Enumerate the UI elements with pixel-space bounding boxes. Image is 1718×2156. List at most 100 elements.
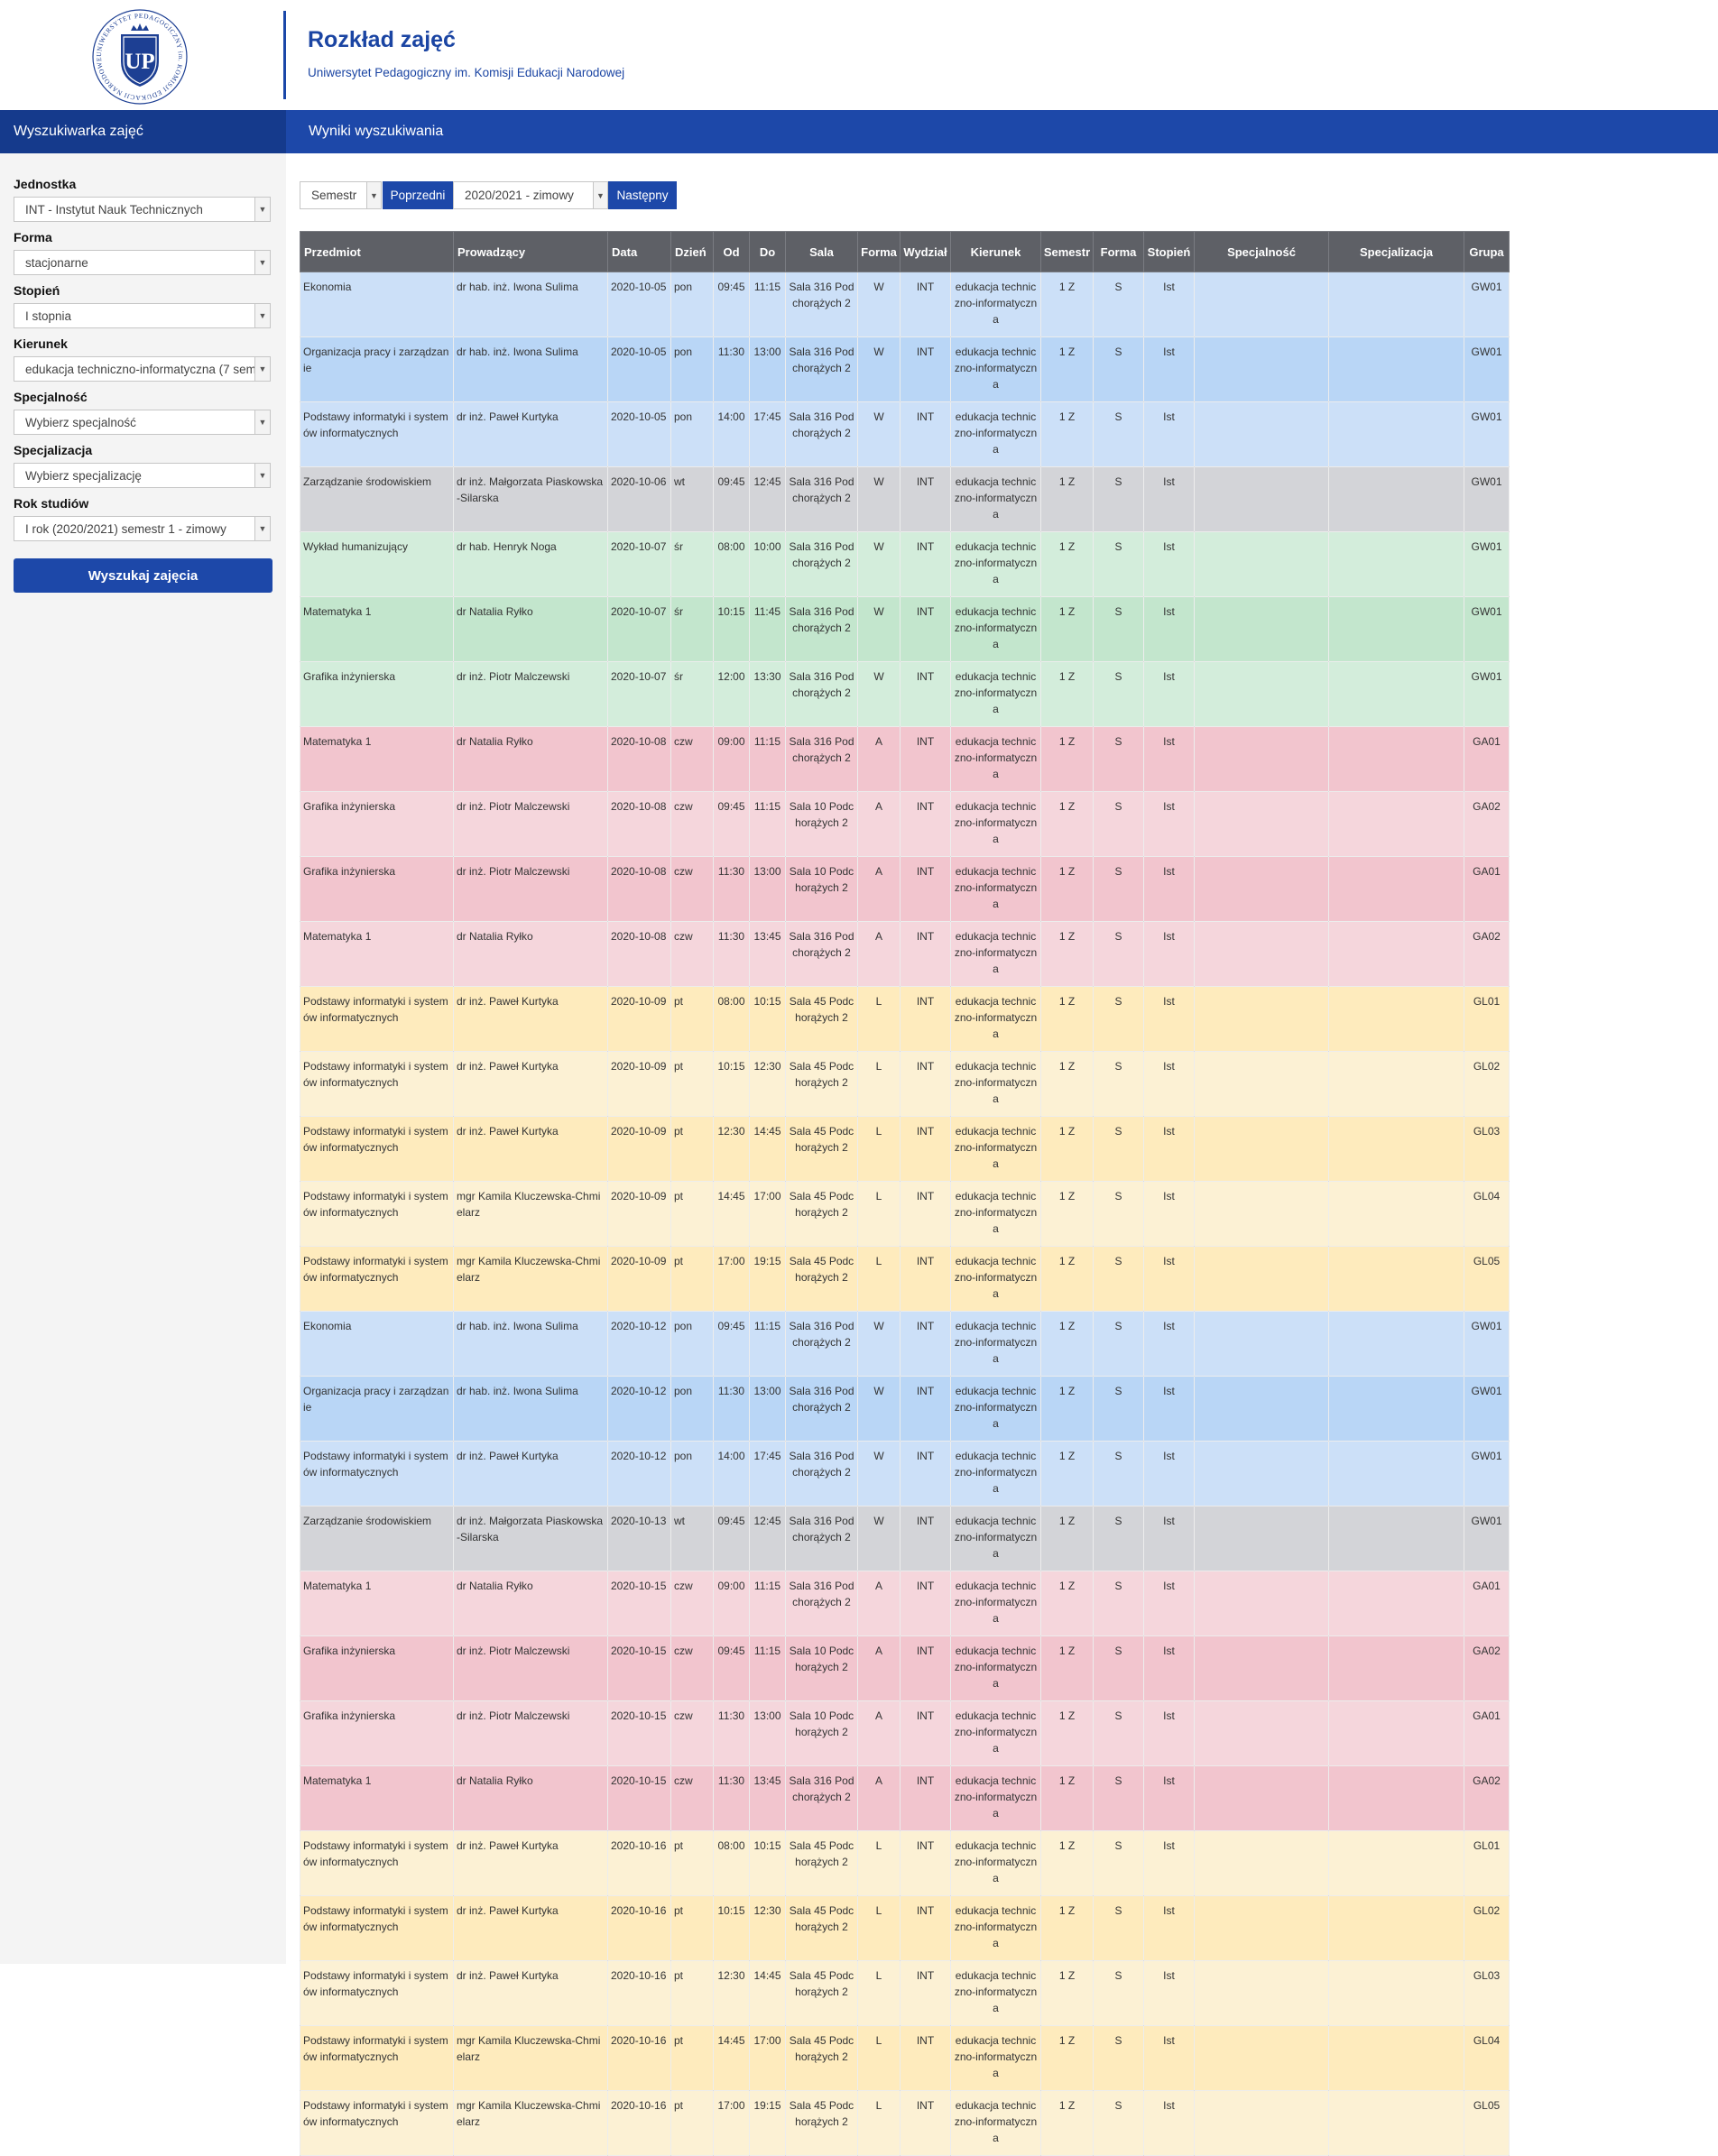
select-rok-studiow[interactable]: I rok (2020/2021) semestr 1 - zimowy ▼: [14, 516, 271, 541]
table-cell: L: [857, 1116, 901, 1182]
next-button[interactable]: Następny: [608, 181, 677, 209]
table-cell: [1328, 1181, 1464, 1247]
table-row: Zarządzanie środowiskiem dr inż. Małgorza…: [300, 1506, 1510, 1571]
table-cell: 1 Z: [1040, 1571, 1094, 1636]
table-cell: S: [1093, 791, 1144, 857]
table-cell: Ist: [1143, 272, 1195, 337]
table-cell: Ist: [1143, 336, 1195, 402]
table-cell: 09:45: [713, 272, 750, 337]
table-cell: [1328, 272, 1464, 337]
period-type-value: Semestr: [311, 189, 357, 202]
period-value: 2020/2021 - zimowy: [465, 189, 574, 202]
table-cell: [1328, 1635, 1464, 1701]
table-cell: 09:45: [713, 1506, 750, 1571]
table-cell: [1328, 921, 1464, 987]
table-cell: 1 Z: [1040, 272, 1094, 337]
table-cell: 2020-10-09: [607, 1181, 671, 1247]
table-cell: GW01: [1464, 1311, 1510, 1377]
table-cell: 11:15: [749, 791, 786, 857]
table-cell: GA01: [1464, 1571, 1510, 1636]
table-cell: INT: [900, 1895, 951, 1961]
table-cell: edukacja techniczno-informatyczna: [950, 531, 1041, 597]
table-row: Matematyka 1 dr Natalia Ryłko 2020-10-08 cz…: [300, 921, 1510, 987]
table-cell: [1194, 1895, 1329, 1961]
table-cell: 09:45: [713, 1311, 750, 1377]
table-cell: 13:00: [749, 856, 786, 922]
table-header-row: Przedmiot Prowadzący Data Dzień Od Do Sa…: [300, 231, 1510, 272]
previous-button[interactable]: Poprzedni: [383, 181, 453, 209]
table-cell: 1 Z: [1040, 1635, 1094, 1701]
chevron-down-icon: ▼: [254, 410, 270, 434]
table-cell: Ist: [1143, 1765, 1195, 1831]
table-cell: 1 Z: [1040, 2090, 1094, 2156]
select-specjalizacja[interactable]: Wybierz specjalizację ▼: [14, 463, 271, 488]
table-cell: edukacja techniczno-informatyczna: [950, 336, 1041, 402]
table-cell: W: [857, 272, 901, 337]
table-cell: 2020-10-16: [607, 1960, 671, 2026]
table-cell: S: [1093, 1246, 1144, 1312]
navbar-section-search: Wyszukiwarka zajęć: [0, 110, 286, 153]
table-cell: A: [857, 1765, 901, 1831]
label-kierunek: Kierunek: [14, 336, 68, 351]
table-cell: S: [1093, 466, 1144, 532]
select-kierunek[interactable]: edukacja techniczno-informatyczna (7 sem…: [14, 356, 271, 382]
select-stopien[interactable]: I stopnia ▼: [14, 303, 271, 328]
table-cell: Matematyka 1: [300, 921, 454, 987]
table-cell: S: [1093, 1700, 1144, 1766]
table-cell: śr: [670, 596, 714, 662]
table-cell: 1 Z: [1040, 856, 1094, 922]
table-cell: 17:00: [713, 2090, 750, 2156]
table-cell: 11:30: [713, 856, 750, 922]
table-cell: Ekonomia: [300, 1311, 454, 1377]
table-cell: edukacja techniczno-informatyczna: [950, 1895, 1041, 1961]
chevron-down-icon: ▼: [254, 304, 270, 327]
table-cell: L: [857, 2090, 901, 2156]
table-cell: GL03: [1464, 1960, 1510, 2026]
table-cell: czw: [670, 726, 714, 792]
table-cell: INT: [900, 1830, 951, 1896]
col-header: Stopień: [1143, 231, 1195, 272]
table-cell: 19:15: [749, 2090, 786, 2156]
search-classes-button[interactable]: Wyszukaj zajęcia: [14, 558, 272, 593]
table-cell: 13:30: [749, 661, 786, 727]
table-cell: L: [857, 1830, 901, 1896]
table-cell: [1194, 1311, 1329, 1377]
table-cell: Ist: [1143, 856, 1195, 922]
table-cell: [1194, 726, 1329, 792]
table-cell: edukacja techniczno-informatyczna: [950, 1700, 1041, 1766]
table-cell: 2020-10-06: [607, 466, 671, 532]
col-header: Specjalizacja: [1328, 231, 1464, 272]
table-cell: 2020-10-12: [607, 1441, 671, 1506]
table-cell: [1194, 531, 1329, 597]
select-specjalnosc-value: Wybierz specjalność: [25, 416, 136, 429]
table-cell: S: [1093, 596, 1144, 662]
table-row: Ekonomia dr hab. inż. Iwona Sulima 2020-10…: [300, 1311, 1510, 1377]
table-cell: 1 Z: [1040, 1506, 1094, 1571]
table-cell: S: [1093, 1311, 1144, 1377]
select-specjalnosc[interactable]: Wybierz specjalność ▼: [14, 410, 271, 435]
table-cell: Podstawy informatyki i systemów informat…: [300, 1051, 454, 1117]
select-jednostka[interactable]: INT - Instytut Nauk Technicznych ▼: [14, 197, 271, 222]
table-cell: [1194, 791, 1329, 857]
table-cell: [1194, 921, 1329, 987]
table-cell: Ist: [1143, 661, 1195, 727]
table-cell: 11:30: [713, 1700, 750, 1766]
table-cell: Ist: [1143, 596, 1195, 662]
table-cell: Podstawy informatyki i systemów informat…: [300, 401, 454, 467]
col-header: Wydział: [900, 231, 951, 272]
table-cell: edukacja techniczno-informatyczna: [950, 1765, 1041, 1831]
period-select[interactable]: 2020/2021 - zimowy ▼: [453, 181, 608, 209]
select-forma[interactable]: stacjonarne ▼: [14, 250, 271, 275]
table-cell: [1328, 1960, 1464, 2026]
table-cell: 09:45: [713, 466, 750, 532]
table-cell: INT: [900, 1506, 951, 1571]
table-cell: Ekonomia: [300, 272, 454, 337]
table-cell: edukacja techniczno-informatyczna: [950, 2090, 1041, 2156]
period-type-select[interactable]: Semestr ▼: [300, 181, 382, 209]
table-cell: L: [857, 1960, 901, 2026]
table-cell: S: [1093, 1830, 1144, 1896]
table-cell: dr inż. Paweł Kurtyka: [453, 1895, 608, 1961]
table-cell: W: [857, 1506, 901, 1571]
table-cell: Ist: [1143, 531, 1195, 597]
navbar-results-label: Wyniki wyszukiwania: [309, 124, 444, 139]
